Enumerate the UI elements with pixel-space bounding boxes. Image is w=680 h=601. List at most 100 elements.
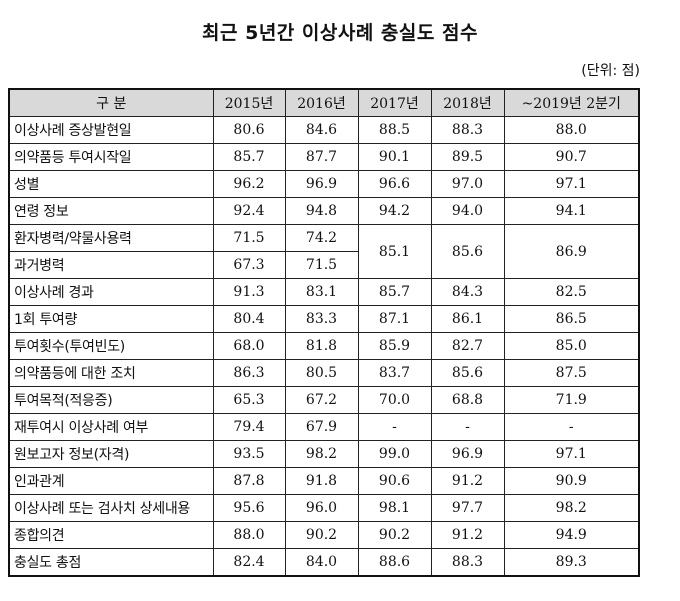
cell-value-merged: 85.6: [430, 224, 505, 279]
cell-value: 90.2: [284, 521, 359, 549]
cell-value: 85.7: [212, 143, 286, 171]
cell-value: 74.2: [284, 224, 359, 252]
header-2019q2: ~2019년 2분기: [503, 88, 640, 117]
cell-value: 90.9: [503, 467, 640, 495]
table-row: 의약품등에 대한 조치 86.3 80.5 83.7 85.6 87.5: [8, 359, 640, 387]
cell-value: 98.2: [503, 494, 640, 522]
row-label: 이상사례 경과: [8, 278, 214, 306]
row-label: 의약품등 투여시작일: [8, 143, 214, 171]
row-label: 이상사례 또는 검사치 상세내용: [8, 494, 214, 522]
table-row: 종합의견 88.0 90.2 90.2 91.2 94.9: [8, 521, 640, 549]
cell-value: 88.3: [430, 116, 505, 144]
cell-value: 67.9: [284, 413, 359, 441]
cell-value: 86.5: [503, 305, 640, 333]
cell-value: 87.1: [357, 305, 432, 333]
unit-label: (단위: 점): [581, 63, 640, 79]
header-2015: 2015년: [212, 88, 286, 117]
row-label: 1회 투여량: [8, 305, 214, 333]
cell-value: 67.3: [212, 251, 286, 279]
cell-value: 98.2: [284, 440, 359, 468]
cell-value: 96.0: [284, 494, 359, 522]
cell-value: 94.8: [284, 197, 359, 225]
cell-value: 80.6: [212, 116, 286, 144]
cell-value: 84.6: [284, 116, 359, 144]
cell-value: 82.7: [430, 332, 505, 360]
cell-value: 84.0: [284, 548, 359, 577]
cell-value: 82.4: [212, 548, 286, 577]
row-label: 과거병력: [8, 251, 214, 279]
cell-value: 97.7: [430, 494, 505, 522]
header-2017: 2017년: [357, 88, 432, 117]
cell-value: 88.0: [503, 116, 640, 144]
cell-value: 68.0: [212, 332, 286, 360]
row-label: 원보고자 정보(자격): [8, 440, 214, 468]
row-label: 성별: [8, 170, 214, 198]
cell-value: 82.5: [503, 278, 640, 306]
cell-value: 87.8: [212, 467, 286, 495]
header-category: 구 분: [8, 88, 214, 117]
row-label: 연령 정보: [8, 197, 214, 225]
table-row: 1회 투여량 80.4 83.3 87.1 86.1 86.5: [8, 305, 640, 333]
cell-value: 67.2: [284, 386, 359, 414]
cell-value: -: [430, 413, 505, 441]
cell-value: 80.4: [212, 305, 286, 333]
cell-value: 91.2: [430, 467, 505, 495]
table-row-total: 충실도 총점 82.4 84.0 88.6 88.3 89.3: [8, 548, 640, 577]
cell-value: 99.0: [357, 440, 432, 468]
table-row: 투여횟수(투여빈도) 68.0 81.8 85.9 82.7 85.0: [8, 332, 640, 360]
cell-value: 71.9: [503, 386, 640, 414]
cell-value: 87.7: [284, 143, 359, 171]
cell-value: 90.6: [357, 467, 432, 495]
row-label: 의약품등에 대한 조치: [8, 359, 214, 387]
cell-value: 80.5: [284, 359, 359, 387]
cell-value: 98.1: [357, 494, 432, 522]
cell-value: 83.7: [357, 359, 432, 387]
row-label: 인과관계: [8, 467, 214, 495]
cell-value: 94.0: [430, 197, 505, 225]
cell-value: 95.6: [212, 494, 286, 522]
header-2016: 2016년: [284, 88, 359, 117]
cell-value: 90.1: [357, 143, 432, 171]
row-label: 투여횟수(투여빈도): [8, 332, 214, 360]
cell-value: 70.0: [357, 386, 432, 414]
cell-value: 87.5: [503, 359, 640, 387]
cell-value: -: [357, 413, 432, 441]
cell-value: 84.3: [430, 278, 505, 306]
cell-value: 94.2: [357, 197, 432, 225]
cell-value: 85.6: [430, 359, 505, 387]
row-label: 이상사례 증상발현일: [8, 116, 214, 144]
cell-value: 90.7: [503, 143, 640, 171]
cell-value: 83.1: [284, 278, 359, 306]
cell-value: 85.0: [503, 332, 640, 360]
row-label: 충실도 총점: [8, 548, 214, 577]
row-label: 환자병력/약물사용력: [8, 224, 214, 252]
score-table: 구 분 2015년 2016년 2017년 2018년 ~2019년 2분기 이…: [8, 88, 640, 577]
table-row: 연령 정보 92.4 94.8 94.2 94.0 94.1: [8, 197, 640, 225]
cell-value: 97.1: [503, 170, 640, 198]
cell-value: 96.2: [212, 170, 286, 198]
cell-value: 91.3: [212, 278, 286, 306]
cell-value: -: [503, 413, 640, 441]
cell-value: 91.2: [430, 521, 505, 549]
cell-value: 71.5: [212, 224, 286, 252]
header-row: 구 분 2015년 2016년 2017년 2018년 ~2019년 2분기: [8, 88, 640, 117]
page-title: 최근 5년간 이상사례 충실도 점수: [202, 22, 478, 44]
cell-value: 88.3: [430, 548, 505, 577]
table-row: 이상사례 경과 91.3 83.1 85.7 84.3 82.5: [8, 278, 640, 306]
cell-value: 96.9: [284, 170, 359, 198]
table-row: 원보고자 정보(자격) 93.5 98.2 99.0 96.9 97.1: [8, 440, 640, 468]
cell-value: 88.6: [357, 548, 432, 577]
cell-value: 86.3: [212, 359, 286, 387]
cell-value: 93.5: [212, 440, 286, 468]
cell-value-merged: 86.9: [503, 224, 640, 279]
cell-value: 91.8: [284, 467, 359, 495]
table-row: 과거병력 67.3 71.5: [8, 251, 639, 279]
cell-value: 71.5: [284, 251, 359, 279]
cell-value: 92.4: [212, 197, 286, 225]
cell-value: 89.3: [503, 548, 640, 577]
cell-value: 88.5: [357, 116, 432, 144]
table-row: 의약품등 투여시작일 85.7 87.7 90.1 89.5 90.7: [8, 143, 640, 171]
cell-value: 96.6: [357, 170, 432, 198]
table-row: 투여목적(적응증) 65.3 67.2 70.0 68.8 71.9: [8, 386, 640, 414]
cell-value: 85.9: [357, 332, 432, 360]
